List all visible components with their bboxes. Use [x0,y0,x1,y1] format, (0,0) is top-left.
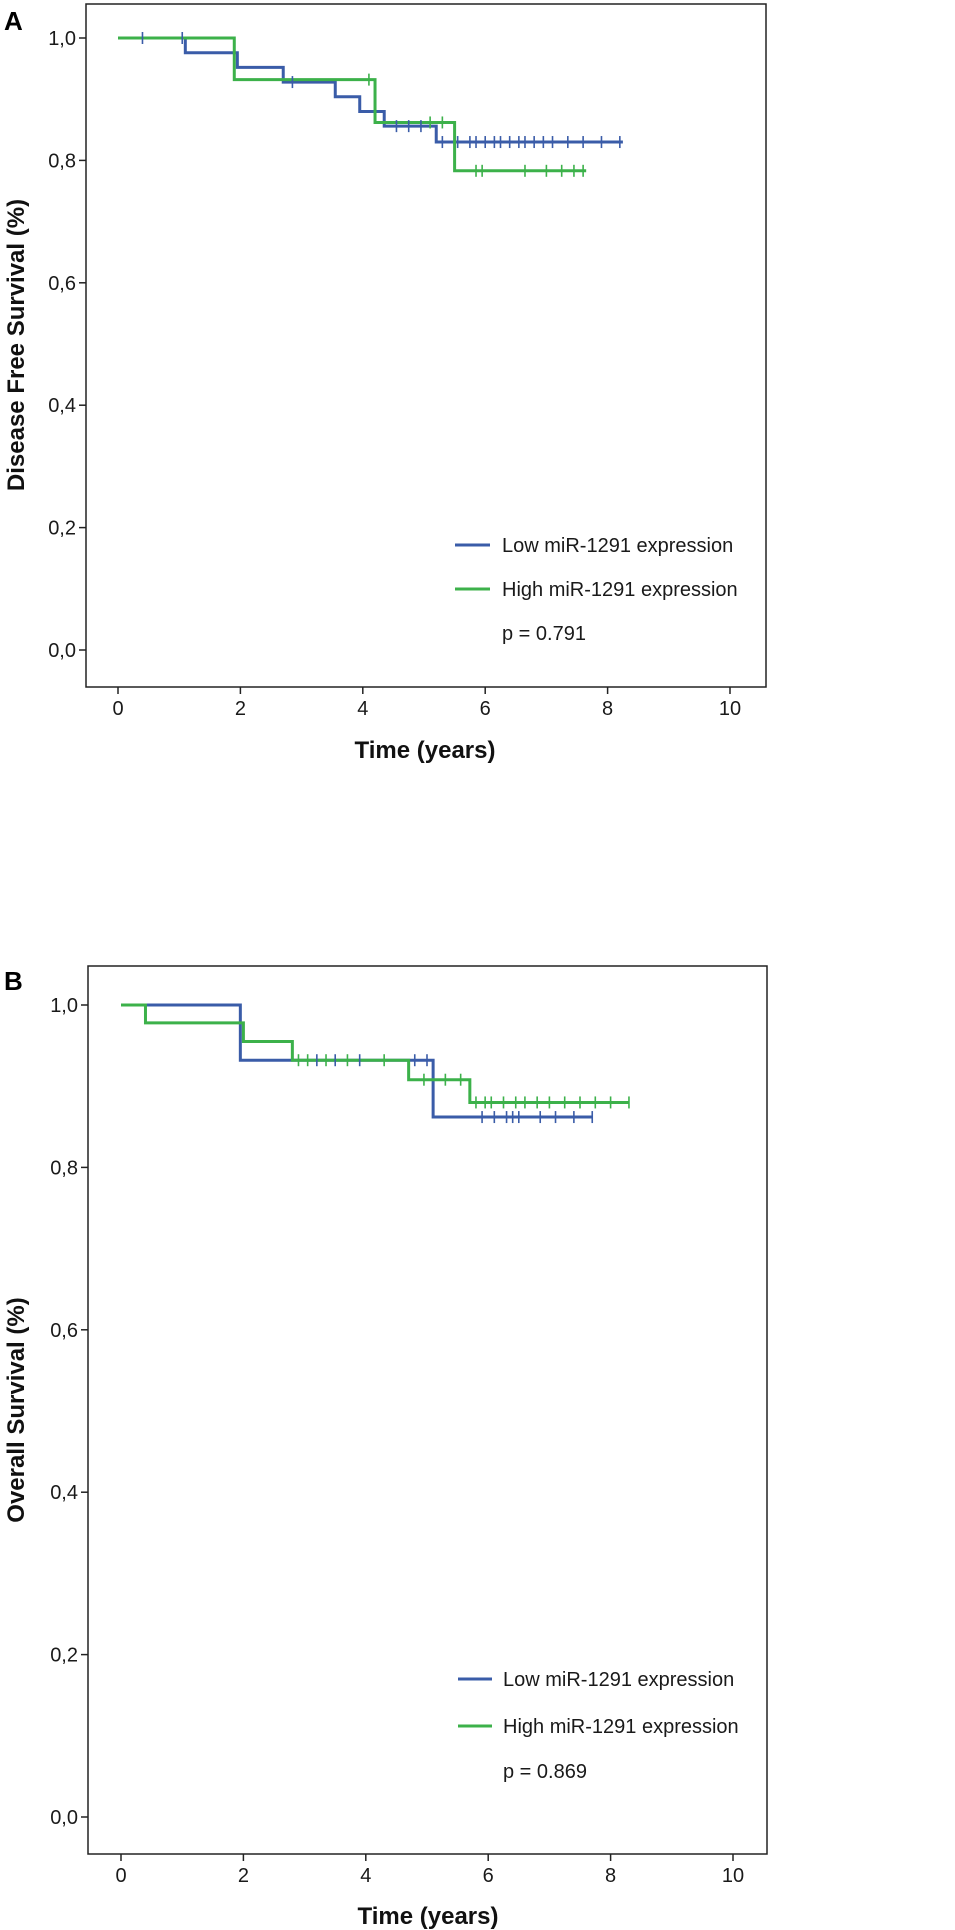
legend-label-low: Low miR-1291 expression [502,535,733,557]
y-tick-label: 0,6 [48,273,76,295]
x-axis-title: Time (years) [358,1903,499,1930]
legend-label-low: Low miR-1291 expression [503,1669,734,1691]
x-axis-title: Time (years) [355,737,496,764]
y-tick-label: 0,2 [48,518,76,540]
panel-label-a: A [4,6,23,36]
x-tick-label: 6 [480,698,491,720]
figure-panel-a: A 0 2 4 6 8 10 0,0 0,2 0,4 0,6 0,8 1,0 Time (years… [0,0,955,955]
series-line-high [118,36,587,173]
y-tick-label: 1,0 [50,995,78,1017]
y-tick-label: 0,0 [48,640,76,662]
p-value-label: p = 0.791 [502,623,586,645]
x-tick-label: 8 [605,1865,616,1887]
legend: Low miR-1291 expression High miR-1291 ex… [455,535,738,645]
x-tick-label: 10 [722,1865,744,1887]
x-tick-label: 2 [238,1865,249,1887]
series-line-high [121,1003,629,1104]
x-tick-label: 0 [115,1865,126,1887]
y-tick-label: 0,4 [50,1482,78,1504]
y-axis-ticks: 0,0 0,2 0,4 0,6 0,8 1,0 [48,28,86,662]
series-line-low [118,36,623,144]
y-axis-ticks: 0,0 0,2 0,4 0,6 0,8 1,0 [50,995,88,1829]
plot-frame [87,965,768,1855]
x-tick-label: 2 [235,698,246,720]
censor-marks [297,1054,630,1124]
x-tick-label: 8 [602,698,613,720]
x-axis-ticks: 0 2 4 6 8 10 [115,1854,744,1887]
plot-frame [85,3,767,688]
y-tick-label: 0,0 [50,1807,78,1829]
p-value-label: p = 0.869 [503,1761,587,1783]
legend-label-high: High miR-1291 expression [503,1716,739,1738]
x-axis-ticks: 0 2 4 6 8 10 [112,687,741,720]
x-tick-label: 0 [112,698,123,720]
censor-marks [141,32,621,177]
y-tick-label: 0,4 [48,395,76,417]
series-lines [121,1003,629,1119]
x-tick-label: 6 [483,1865,494,1887]
y-tick-label: 0,2 [50,1645,78,1667]
y-tick-label: 1,0 [48,28,76,50]
x-tick-label: 4 [360,1865,371,1887]
km-chart-b: B 0 2 4 6 8 10 0,0 0,2 0,4 0,6 0,8 1,0 Time (years… [3,965,768,1930]
panel-label-b: B [4,966,23,996]
y-tick-label: 0,8 [50,1157,78,1179]
series-lines [118,36,623,173]
x-tick-label: 4 [357,698,368,720]
y-axis-title: Disease Free Survival (%) [3,199,30,491]
figure-panel-b: B 0 2 4 6 8 10 0,0 0,2 0,4 0,6 0,8 1,0 Time (years… [0,960,955,1930]
legend: Low miR-1291 expression High miR-1291 ex… [458,1669,739,1783]
x-tick-label: 10 [719,698,741,720]
km-chart-a: A 0 2 4 6 8 10 0,0 0,2 0,4 0,6 0,8 1,0 Time (years… [3,3,767,764]
y-tick-label: 0,6 [50,1320,78,1342]
y-axis-title: Overall Survival (%) [3,1297,30,1522]
y-tick-label: 0,8 [48,150,76,172]
legend-label-high: High miR-1291 expression [502,579,738,601]
